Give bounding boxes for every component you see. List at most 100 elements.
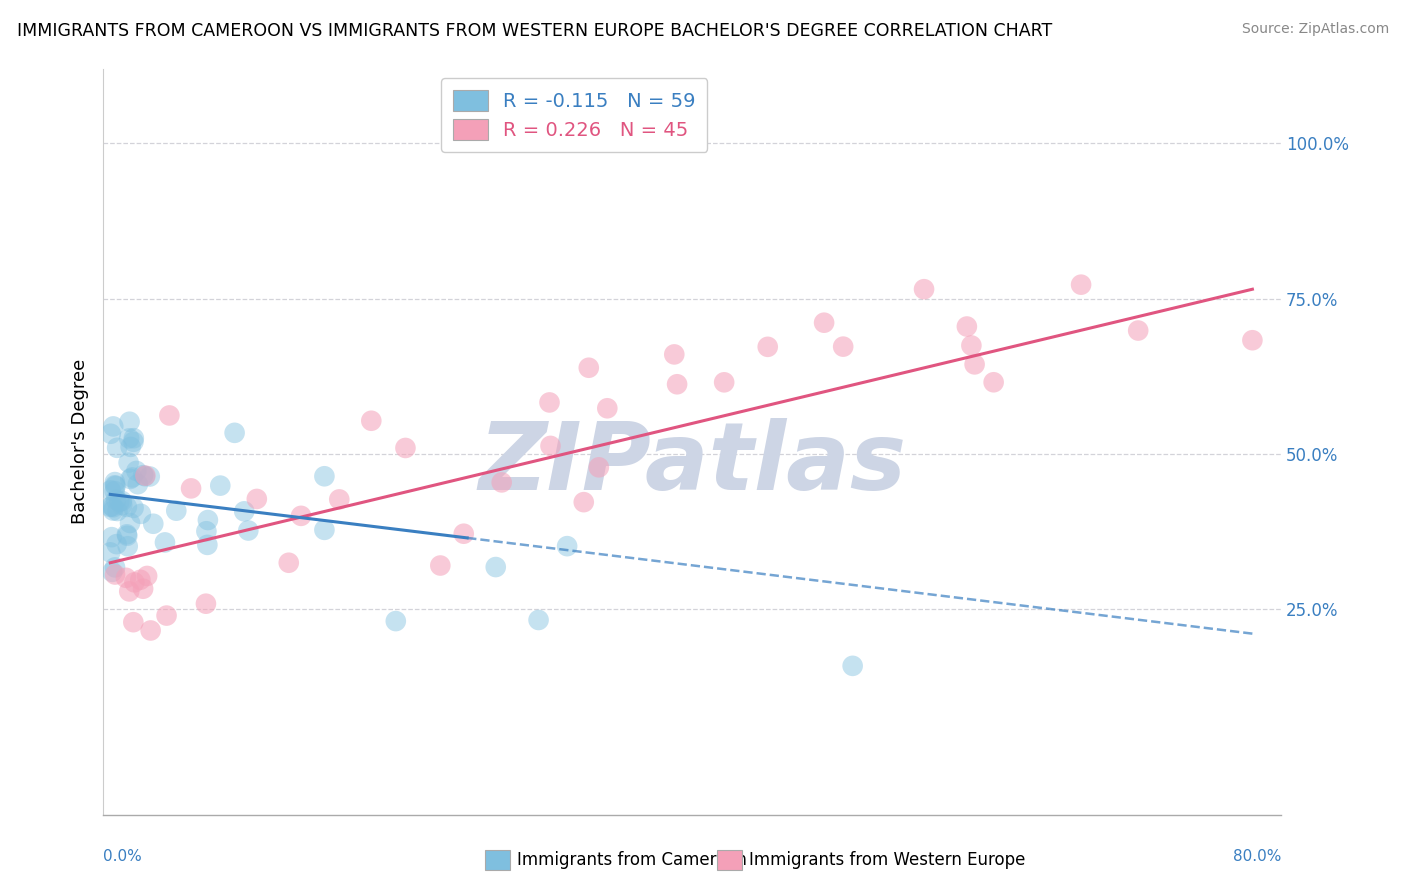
- Point: [105, 537, 128, 551]
- Text: Immigrants from Cameroon: Immigrants from Cameroon: [517, 851, 747, 869]
- Point: [209, 478, 232, 492]
- Point: [912, 282, 935, 296]
- Point: [314, 523, 336, 537]
- Point: [195, 538, 218, 552]
- Point: [104, 479, 127, 493]
- Point: [139, 469, 162, 483]
- Point: [104, 560, 127, 574]
- Point: [578, 360, 600, 375]
- Point: [105, 492, 128, 507]
- Point: [832, 340, 855, 354]
- Point: [277, 556, 299, 570]
- Point: [238, 524, 260, 538]
- Text: IMMIGRANTS FROM CAMEROON VS IMMIGRANTS FROM WESTERN EUROPE BACHELOR'S DEGREE COR: IMMIGRANTS FROM CAMEROON VS IMMIGRANTS F…: [17, 22, 1052, 40]
- Point: [121, 470, 143, 484]
- Point: [180, 482, 202, 496]
- Point: [841, 658, 863, 673]
- Point: [527, 613, 550, 627]
- Point: [1384, 302, 1406, 317]
- Point: [120, 440, 142, 454]
- Point: [666, 377, 689, 392]
- Point: [107, 504, 129, 518]
- Point: [756, 340, 779, 354]
- Point: [104, 484, 127, 499]
- Point: [197, 513, 219, 527]
- Text: 0.0%: 0.0%: [103, 849, 142, 864]
- Point: [195, 524, 218, 539]
- Bar: [717, 850, 742, 870]
- Point: [101, 500, 124, 514]
- Point: [122, 431, 145, 445]
- Point: [1070, 277, 1092, 292]
- Point: [956, 319, 979, 334]
- Point: [153, 535, 176, 549]
- Point: [155, 608, 177, 623]
- Point: [328, 492, 350, 507]
- Point: [246, 491, 269, 506]
- Point: [98, 500, 121, 514]
- Text: ZIPatlas: ZIPatlas: [478, 418, 905, 510]
- Point: [104, 478, 127, 492]
- Point: [132, 468, 155, 483]
- Point: [132, 582, 155, 596]
- Point: [100, 483, 122, 498]
- Point: [1128, 324, 1150, 338]
- Point: [136, 569, 159, 583]
- Point: [122, 500, 145, 515]
- Point: [118, 584, 141, 599]
- Point: [485, 560, 508, 574]
- Point: [108, 495, 131, 509]
- Text: Immigrants from Western Europe: Immigrants from Western Europe: [749, 851, 1026, 869]
- Point: [555, 539, 578, 553]
- Point: [120, 472, 142, 486]
- Point: [960, 338, 983, 352]
- Legend: R = -0.115   N = 59, R = 0.226   N = 45: R = -0.115 N = 59, R = 0.226 N = 45: [441, 78, 707, 152]
- Point: [115, 500, 138, 514]
- Point: [538, 395, 561, 409]
- Point: [111, 494, 134, 508]
- Point: [118, 516, 141, 530]
- Point: [100, 530, 122, 544]
- Point: [101, 565, 124, 579]
- Point: [100, 426, 122, 441]
- Point: [491, 475, 513, 490]
- Point: [588, 460, 610, 475]
- Point: [394, 441, 416, 455]
- Point: [125, 464, 148, 478]
- Bar: [485, 850, 510, 870]
- Point: [540, 439, 562, 453]
- Point: [813, 316, 835, 330]
- Point: [1313, 359, 1336, 373]
- Point: [117, 529, 139, 543]
- Point: [115, 571, 138, 585]
- Point: [983, 376, 1005, 390]
- Point: [117, 456, 139, 470]
- Point: [118, 415, 141, 429]
- Point: [360, 414, 382, 428]
- Point: [194, 597, 217, 611]
- Point: [101, 503, 124, 517]
- Point: [129, 573, 152, 587]
- Point: [104, 475, 127, 489]
- Point: [105, 441, 128, 455]
- Point: [157, 409, 180, 423]
- Point: [103, 500, 125, 515]
- Point: [122, 615, 145, 630]
- Point: [664, 347, 686, 361]
- Point: [290, 508, 312, 523]
- Point: [127, 477, 149, 491]
- Point: [129, 507, 152, 521]
- Point: [142, 516, 165, 531]
- Point: [104, 567, 127, 582]
- Point: [314, 469, 336, 483]
- Point: [98, 545, 121, 559]
- Point: [596, 401, 619, 416]
- Text: Source: ZipAtlas.com: Source: ZipAtlas.com: [1241, 22, 1389, 37]
- Point: [111, 498, 134, 512]
- Point: [103, 419, 125, 434]
- Point: [713, 376, 735, 390]
- Point: [385, 614, 408, 628]
- Point: [233, 504, 256, 518]
- Point: [134, 468, 156, 483]
- Point: [118, 431, 141, 445]
